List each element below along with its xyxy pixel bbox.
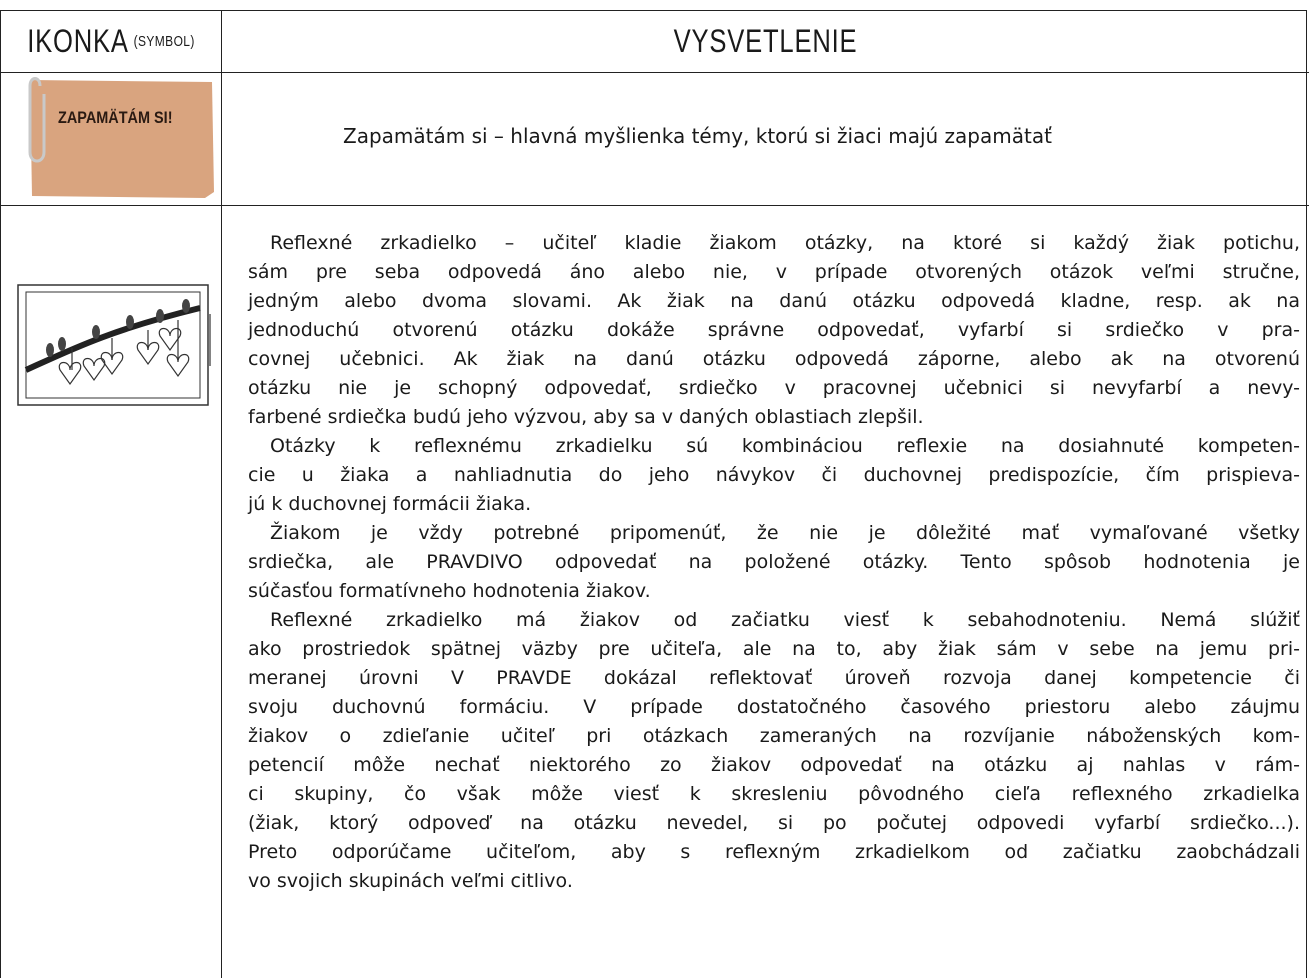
branch xyxy=(24,305,201,373)
text-line: (žiak, ktorý odpoveď na otázku nevedel, … xyxy=(248,812,1300,834)
text-line: covnej učebnici. Ak žiak na danú otázku … xyxy=(248,348,1300,370)
hearts xyxy=(58,314,211,386)
icon-mirror xyxy=(17,284,211,406)
text-line: petencií môže nechať niektorého zo žiako… xyxy=(248,754,1300,776)
text-line: cie u žiaka a nahliadnutia do jeho návyk… xyxy=(248,464,1300,486)
text-line: Žiakom je vždy potrebné pripomenúť, že n… xyxy=(270,522,1300,544)
text-line: sám pre seba odpovedá áno alebo nie, v p… xyxy=(248,261,1300,283)
text-line: svoju duchovnú formáciu. V prípade dosta… xyxy=(248,696,1300,718)
text-line: ci skupiny, čo však môže viesť k skresle… xyxy=(248,783,1300,805)
text-line: žiakov o zdieľanie učiteľ pri otázkach z… xyxy=(248,725,1300,747)
table-frame xyxy=(0,10,1307,978)
paperclip xyxy=(28,77,46,163)
explanation-body: Reflexné zrkadielko – učiteľ kladie žiak… xyxy=(248,229,1300,896)
text-line: Reflexné zrkadielko má žiakov od začiatk… xyxy=(270,609,1300,631)
header-icon-column: IKONKA (SYMBOL) xyxy=(22,10,200,72)
text-line: meranej úrovni V PRAVDE dokázal reflekto… xyxy=(248,667,1300,689)
text-line: jedným alebo dvoma slovami. Ak žiak na d… xyxy=(248,290,1300,312)
paper-note xyxy=(30,80,214,198)
text-line: Otázky k reflexnému zrkadielku sú kombin… xyxy=(270,435,1300,457)
frame-inner xyxy=(25,291,201,399)
row-divider xyxy=(0,205,1309,206)
leaves xyxy=(46,299,190,357)
column-divider xyxy=(221,10,222,978)
text-line: jednoduchú otvorenú otázku dokáže správn… xyxy=(248,319,1300,341)
text-line: Preto odporúčame učiteľom, aby s reflexn… xyxy=(248,841,1300,863)
text-line: Reflexné zrkadielko – učiteľ kladie žiak… xyxy=(270,232,1300,254)
text-line: jú k duchovnej formácii žiaka. xyxy=(248,493,532,515)
header-explanation: VYSVETLENIE xyxy=(673,22,858,59)
text-line: súčasťou formatívneho hodnotenia žiakov. xyxy=(248,580,651,602)
header-note: (SYMBOL) xyxy=(133,32,195,50)
text-line: farbené srdiečka budú jeho výzvou, aby s… xyxy=(248,406,924,428)
row-divider xyxy=(0,72,1309,73)
text-line: srdiečka, ale PRAVDIVO odpovedať na polo… xyxy=(248,551,1300,573)
icon-label: ZAPAMÄTÁM SI! xyxy=(58,108,173,127)
header-title: IKONKA xyxy=(27,22,129,59)
icon-zapamatam xyxy=(28,77,214,198)
text-line: ako prostriedok spätnej väzby pre učiteľ… xyxy=(248,638,1300,660)
text-line: vo svojich skupinách veľmi citlivo. xyxy=(248,870,573,892)
text-line: otázku nie je schopný odpovedať, srdiečk… xyxy=(248,377,1300,399)
explanation-text: Zapamätám si – hlavná myšlienka témy, kt… xyxy=(343,124,1052,148)
frame-outer xyxy=(17,284,209,406)
